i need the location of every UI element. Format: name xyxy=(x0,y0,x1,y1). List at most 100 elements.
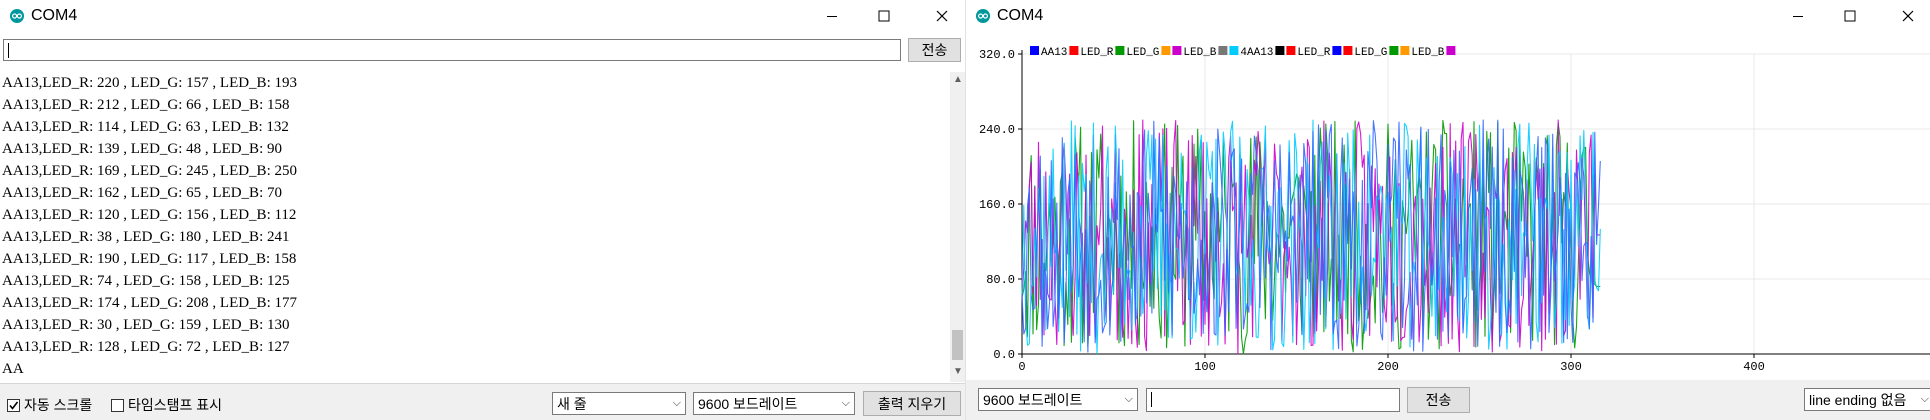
plotter-send-input[interactable] xyxy=(1146,388,1400,412)
clear-output-button[interactable]: 출력 지우기 xyxy=(863,391,961,416)
legend-swatch xyxy=(1069,46,1079,55)
arduino-icon xyxy=(976,9,990,23)
line-ending-select[interactable]: line ending 없음 ⌵ xyxy=(1804,388,1930,411)
legend-swatch xyxy=(1218,46,1228,55)
legend-label: LED_G xyxy=(1126,47,1159,59)
text-caret xyxy=(8,43,9,58)
output-line: AA13,LED_R: 114 , LED_G: 63 , LED_B: 132 xyxy=(2,119,289,135)
serial-plotter-window: COM4 0.0 80.0 160.0 240.0 320.0 0 100 200 300 400… xyxy=(965,0,1930,420)
close-icon xyxy=(1902,10,1914,22)
legend-label: AA13 xyxy=(1041,47,1067,59)
output-scrollbar[interactable]: ▲ ▼ xyxy=(950,72,965,382)
line-ending-value: line ending 없음 xyxy=(1809,391,1907,408)
legend-swatch xyxy=(1332,46,1342,55)
timestamp-label: 타임스탬프 표시 xyxy=(128,397,223,413)
send-button[interactable]: 전송 xyxy=(908,38,961,62)
legend-label: LED_R xyxy=(1297,47,1330,59)
output-line: AA13,LED_R: 128 , LED_G: 72 , LED_B: 127 xyxy=(2,339,290,355)
output-line: AA13,LED_R: 120 , LED_G: 156 , LED_B: 11… xyxy=(2,207,297,223)
output-line: AA13,LED_R: 169 , LED_G: 245 , LED_B: 25… xyxy=(2,163,297,179)
output-line: AA xyxy=(2,361,24,377)
output-line: AA13,LED_R: 74 , LED_G: 158 , LED_B: 125 xyxy=(2,273,290,289)
output-line: AA13,LED_R: 139 , LED_G: 48 , LED_B: 90 xyxy=(2,141,282,157)
maximize-icon xyxy=(878,10,890,22)
serial-plot: 0.080.0160.0240.0320.00100200300400500AA… xyxy=(979,46,1930,374)
output-line: AA13,LED_R: 30 , LED_G: 159 , LED_B: 130 xyxy=(2,317,290,333)
y-tick-label: 240.0 xyxy=(979,123,1015,137)
close-icon xyxy=(936,10,948,22)
x-tick-label: 400 xyxy=(1743,360,1765,374)
baud-rate-select[interactable]: 9600 보드레이트 ⌵ xyxy=(693,392,855,415)
scroll-up-icon[interactable]: ▲ xyxy=(953,74,963,85)
y-tick-label: 160.0 xyxy=(979,198,1015,212)
legend-label: 4AA13 xyxy=(1240,47,1273,59)
legend-swatch xyxy=(1275,46,1285,55)
series-line-4 xyxy=(1021,119,1601,353)
legend-swatch xyxy=(1389,46,1399,55)
legend-label: LED_B xyxy=(1411,47,1444,59)
x-tick-label: 200 xyxy=(1377,360,1399,374)
window-title: COM4 xyxy=(31,7,78,24)
baud-rate-value: 9600 보드레이트 xyxy=(983,391,1083,408)
legend-swatch xyxy=(1172,46,1182,55)
legend-label: LED_G xyxy=(1354,47,1387,59)
plotter-bottom-bar: 9600 보드레이트 ⌵ 전송 line ending 없음 ⌵ xyxy=(966,380,1930,420)
baud-rate-select[interactable]: 9600 보드레이트 ⌵ xyxy=(978,388,1138,411)
legend-label: LED_B xyxy=(1183,47,1216,59)
chevron-down-icon: ⌵ xyxy=(1920,393,1929,405)
timestamp-box[interactable] xyxy=(111,398,124,412)
serial-monitor-window: COM4 전송 AA13,LED_R: 220 , LED_G: 157 , L… xyxy=(0,0,965,420)
scroll-down-icon[interactable]: ▼ xyxy=(953,366,963,377)
legend-swatch xyxy=(1343,46,1353,55)
maximize-icon xyxy=(1844,10,1856,22)
output-line: AA13,LED_R: 162 , LED_G: 65 , LED_B: 70 xyxy=(2,185,282,201)
maximize-button[interactable] xyxy=(861,0,907,32)
line-ending-select[interactable]: 새 줄 ⌵ xyxy=(552,392,686,415)
legend-swatch xyxy=(1229,46,1239,55)
legend-swatch xyxy=(1161,46,1171,55)
x-tick-label: 0 xyxy=(1018,360,1025,374)
maximize-button[interactable] xyxy=(1827,0,1873,32)
send-input[interactable] xyxy=(3,39,901,61)
minimize-button[interactable] xyxy=(1775,0,1821,32)
plotter-send-button[interactable]: 전송 xyxy=(1407,387,1470,413)
legend-label: LED_R xyxy=(1080,47,1113,59)
text-caret xyxy=(1151,392,1152,407)
chevron-down-icon: ⌵ xyxy=(672,397,681,409)
minimize-icon xyxy=(1793,16,1803,17)
legend-swatch xyxy=(1115,46,1125,55)
chevron-down-icon: ⌵ xyxy=(841,397,850,409)
autoscroll-box[interactable] xyxy=(7,398,20,412)
scroll-thumb[interactable] xyxy=(952,330,963,360)
y-tick-label: 80.0 xyxy=(986,273,1015,287)
legend-swatch xyxy=(1286,46,1296,55)
y-tick-label: 320.0 xyxy=(979,48,1015,62)
autoscroll-checkbox[interactable]: 자동 스크롤 xyxy=(7,395,92,415)
minimize-button[interactable] xyxy=(809,0,855,32)
window-title: COM4 xyxy=(997,7,1044,24)
y-tick-label: 0.0 xyxy=(993,348,1015,362)
x-tick-label: 100 xyxy=(1194,360,1216,374)
close-button[interactable] xyxy=(1885,0,1930,32)
output-line: AA13,LED_R: 174 , LED_G: 208 , LED_B: 17… xyxy=(2,295,297,311)
close-button[interactable] xyxy=(919,0,965,32)
timestamp-checkbox[interactable]: 타임스탬프 표시 xyxy=(111,395,222,415)
line-ending-value: 새 줄 xyxy=(557,395,587,412)
series-line-3 xyxy=(1021,119,1601,355)
serial-output: AA13,LED_R: 220 , LED_G: 157 , LED_B: 19… xyxy=(2,72,942,382)
legend-swatch xyxy=(1446,46,1456,55)
legend-swatch xyxy=(1400,46,1410,55)
minimize-icon xyxy=(827,16,837,17)
output-line: AA13,LED_R: 212 , LED_G: 66 , LED_B: 158 xyxy=(2,97,290,113)
title-bar: COM4 xyxy=(966,0,1930,32)
legend-swatch xyxy=(1030,46,1039,55)
x-tick-label: 300 xyxy=(1560,360,1582,374)
arduino-icon xyxy=(10,9,24,23)
baud-rate-value: 9600 보드레이트 xyxy=(698,395,798,412)
monitor-bottom-bar: 자동 스크롤 타임스탬프 표시 새 줄 ⌵ 9600 보드레이트 ⌵ 출력 지우… xyxy=(0,383,965,420)
chevron-down-icon: ⌵ xyxy=(1124,393,1133,405)
output-line: AA13,LED_R: 38 , LED_G: 180 , LED_B: 241 xyxy=(2,229,290,245)
output-line: AA13,LED_R: 220 , LED_G: 157 , LED_B: 19… xyxy=(2,75,297,91)
autoscroll-label: 자동 스크롤 xyxy=(24,397,93,413)
title-bar: COM4 xyxy=(0,0,965,32)
